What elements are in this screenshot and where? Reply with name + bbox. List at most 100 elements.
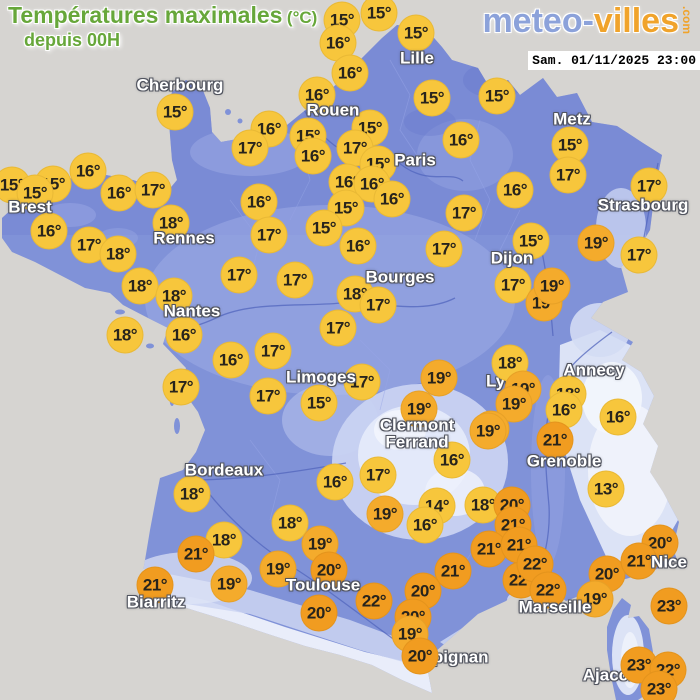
timestamp: Sam. 01/11/2025 23:00 (528, 51, 700, 70)
temp-marker: 19° (420, 359, 458, 397)
city-label: Cherbourg (136, 75, 224, 95)
temp-marker: 19° (400, 390, 438, 428)
city-label: Grenoble (526, 451, 602, 471)
temp-marker: 19° (366, 495, 404, 533)
temp-marker: 20° (300, 594, 338, 632)
temp-marker: 13° (587, 470, 625, 508)
temp-marker: 17° (249, 377, 287, 415)
title-text: Températures maximales (8, 2, 283, 28)
temp-marker: 18° (106, 316, 144, 354)
logo-part-orange: villes (593, 2, 679, 40)
logo-part-blue: meteo- (482, 2, 594, 40)
city-label: Rouen (306, 100, 360, 120)
city-label: Strasbourg (597, 195, 689, 215)
temp-marker: 21° (434, 552, 472, 590)
temp-marker: 17° (359, 456, 397, 494)
temp-marker: 21° (620, 542, 658, 580)
temp-marker: 15° (512, 222, 550, 260)
city-label: Annecy (563, 360, 625, 380)
temp-marker: 17° (231, 129, 269, 167)
temp-marker: 16° (294, 137, 332, 175)
temp-marker: 17° (620, 236, 658, 274)
temp-marker: 16° (316, 463, 354, 501)
temp-marker: 15° (478, 77, 516, 115)
city-label: Lille (399, 48, 435, 68)
temp-marker: 19° (469, 412, 507, 450)
temp-marker: 17° (276, 261, 314, 299)
temp-marker: 16° (433, 441, 471, 479)
temp-marker: 19° (259, 550, 297, 588)
temp-marker: 18° (155, 277, 193, 315)
city-label: Paris (394, 150, 436, 170)
map-title: Températures maximales (°C) depuis 00H (8, 2, 317, 51)
temp-marker: 16° (496, 171, 534, 209)
temp-marker: 17° (630, 167, 668, 205)
temp-marker: 17° (549, 156, 587, 194)
city-label: Biarritz (126, 592, 186, 612)
temp-marker: 16° (339, 227, 377, 265)
temp-marker: 17° (319, 309, 357, 347)
temp-marker: 16° (406, 506, 444, 544)
temp-marker: 16° (165, 316, 203, 354)
city-label: Toulouse (285, 575, 361, 595)
title-line: Températures maximales (°C) (8, 2, 317, 29)
temp-marker: 19° (576, 580, 614, 618)
temp-marker: 16° (240, 183, 278, 221)
temp-marker: 18° (121, 267, 159, 305)
temp-marker: 18° (152, 204, 190, 242)
title-unit: (°C) (286, 8, 318, 27)
temp-marker: 17° (359, 286, 397, 324)
temp-marker: 19° (577, 224, 615, 262)
temp-marker: 16° (100, 174, 138, 212)
city-label: Bordeaux (184, 460, 264, 480)
temp-marker: 15° (360, 0, 398, 32)
city-label: Marseille (518, 597, 592, 617)
temp-marker: 16° (599, 398, 637, 436)
temp-marker: 16° (250, 110, 288, 148)
temp-marker: 21° (136, 566, 174, 604)
temp-marker: 20° (401, 637, 439, 675)
city-label: Nantes (163, 301, 221, 321)
temp-marker: 16° (30, 212, 68, 250)
city-label: Metz (553, 109, 591, 129)
temp-marker: 17° (254, 332, 292, 370)
temp-marker: 18° (99, 235, 137, 273)
temp-marker: 15° (397, 14, 435, 52)
temp-marker: 15° (327, 189, 365, 227)
temp-marker: 16° (69, 152, 107, 190)
city-label: Rennes (153, 228, 215, 248)
city-label: Brest (8, 197, 52, 217)
temp-marker: 16° (212, 341, 250, 379)
temp-marker: 23° (650, 587, 688, 625)
temp-marker: 22° (529, 571, 567, 609)
temp-marker: 18° (173, 475, 211, 513)
logo-com-suffix: .com (680, 6, 694, 35)
temp-marker: 19° (210, 565, 248, 603)
temp-marker: 16° (298, 76, 336, 114)
meteo-villes-logo[interactable]: meteo-villes.com (482, 2, 694, 41)
temp-marker: 16° (442, 121, 480, 159)
temp-marker: 17° (425, 230, 463, 268)
temp-marker: 20° (310, 551, 348, 589)
temp-marker: 17° (134, 171, 172, 209)
title-subtitle: depuis 00H (24, 30, 121, 50)
temp-marker: 15° (16, 174, 54, 212)
city-label: Clermont Ferrand (379, 415, 455, 452)
city-label: Bourges (365, 267, 435, 287)
temp-marker: 23° (640, 670, 678, 700)
temp-marker: 16° (331, 54, 369, 92)
city-label: Nice (651, 552, 687, 572)
temp-marker: 15° (300, 384, 338, 422)
city-label: Limoges (286, 367, 356, 387)
temp-marker: 19° (533, 267, 571, 305)
temp-marker: 16° (373, 180, 411, 218)
temp-marker: 18° (491, 344, 529, 382)
temp-marker: 17° (220, 256, 258, 294)
temp-marker: 17° (445, 194, 483, 232)
temp-marker: 18° (205, 521, 243, 559)
temp-marker: 15° (156, 93, 194, 131)
temp-marker: 17° (250, 216, 288, 254)
temp-marker: 21° (536, 421, 574, 459)
temp-marker: 22° (355, 582, 393, 620)
